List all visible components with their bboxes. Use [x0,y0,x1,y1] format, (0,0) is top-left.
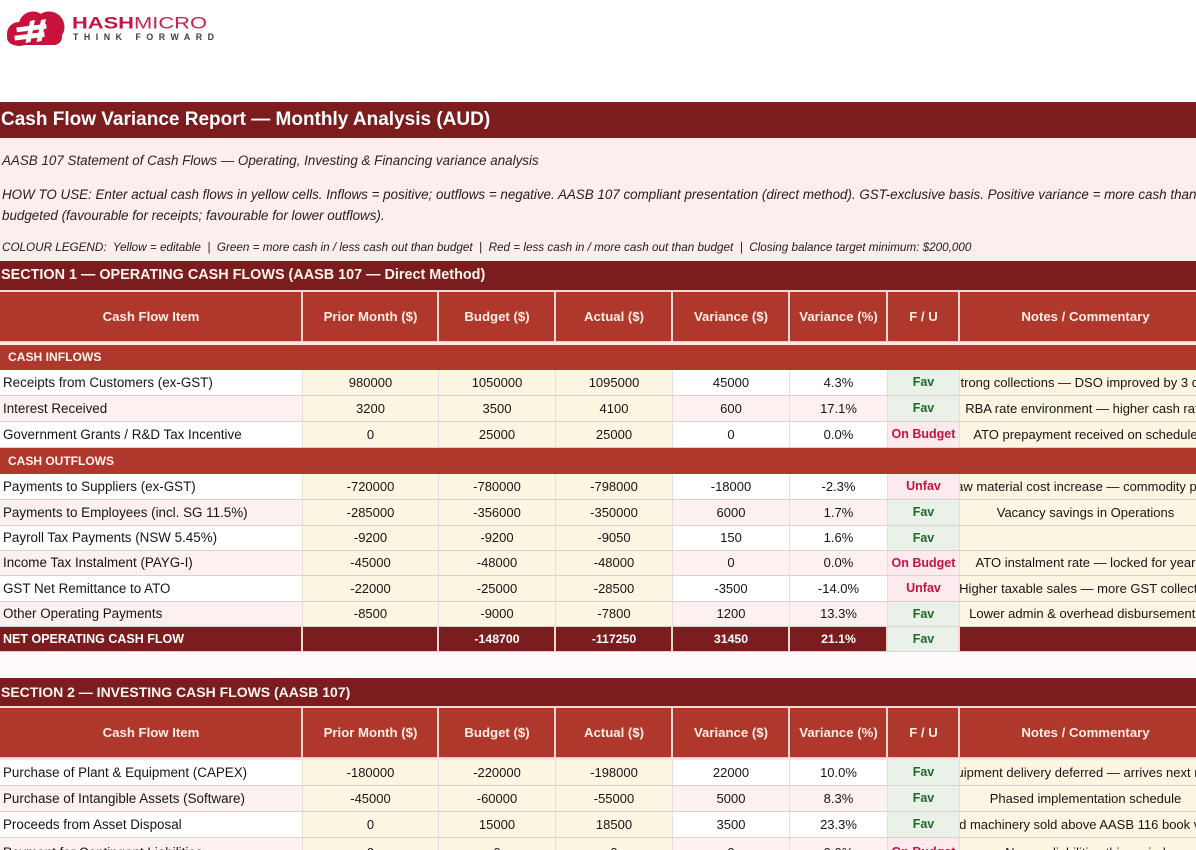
svg-text:THINK FORWARD: THINK FORWARD [73,32,214,42]
svg-text:HASH: HASH [72,14,134,33]
svg-text:MICRO: MICRO [134,14,207,33]
